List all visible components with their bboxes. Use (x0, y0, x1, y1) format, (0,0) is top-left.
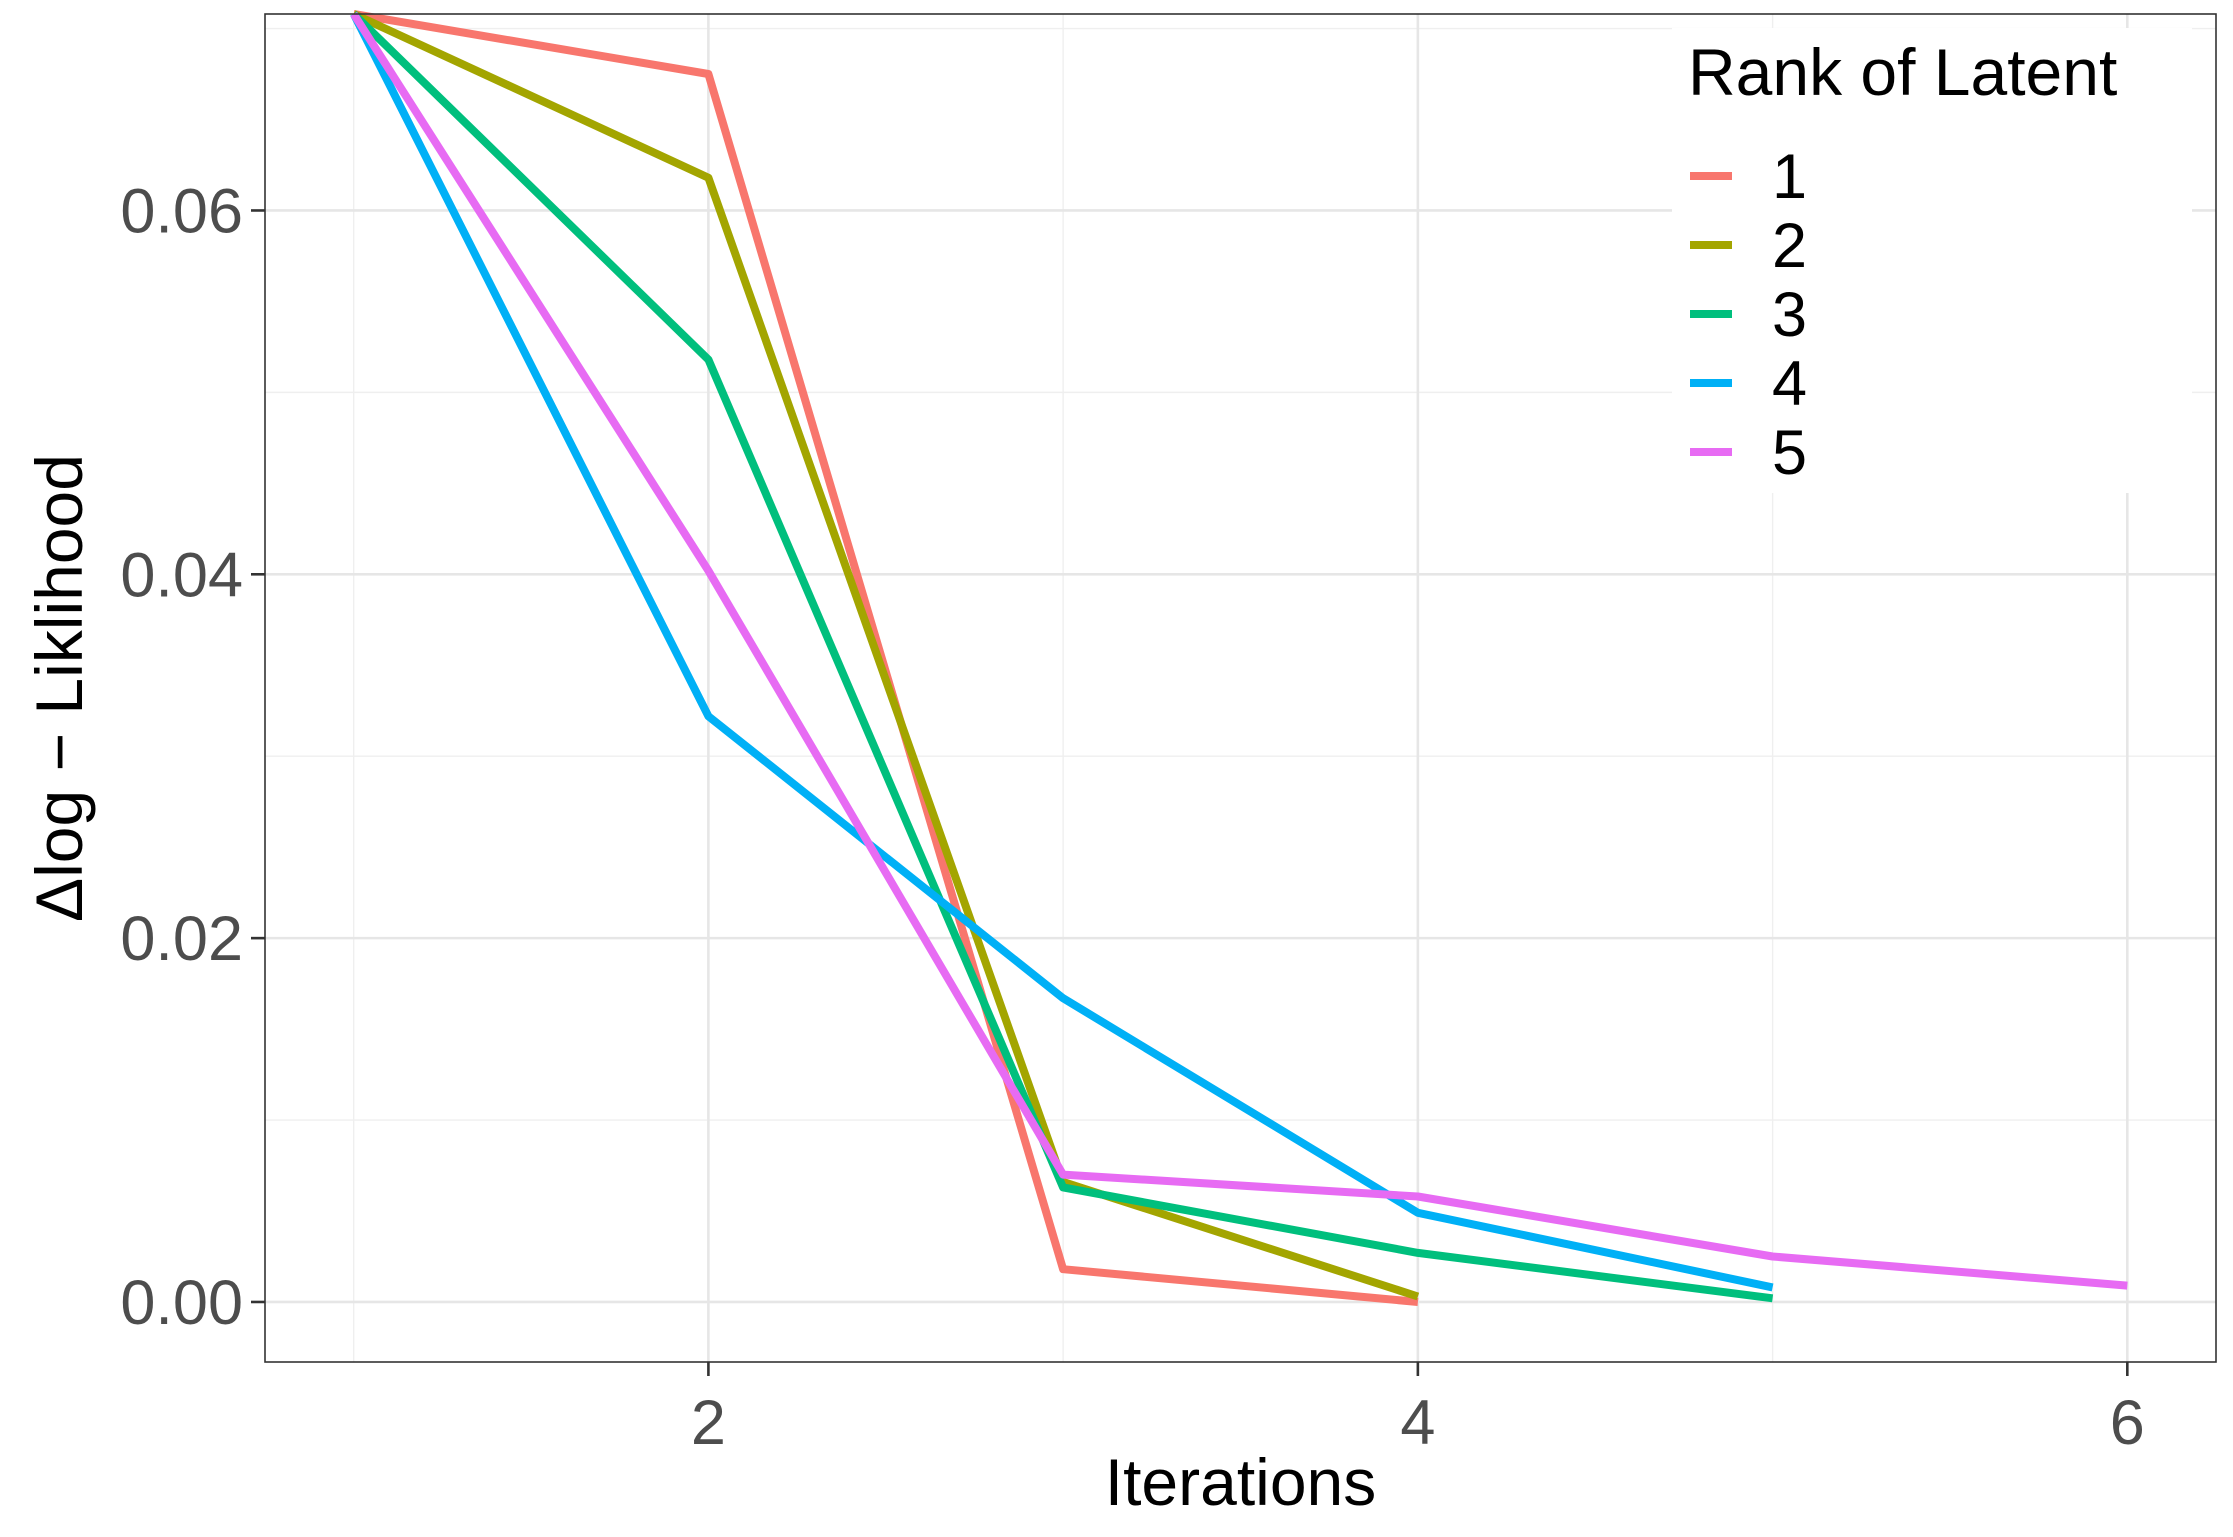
y-tick-label: 0.06 (120, 176, 243, 246)
legend-label-3: 3 (1772, 280, 1807, 350)
y-tick-label: 0.04 (120, 540, 243, 610)
y-tick-label: 0.02 (120, 904, 243, 974)
x-tick-label: 6 (2110, 1388, 2145, 1458)
y-tick-label: 0.00 (120, 1268, 243, 1338)
x-tick-label: 2 (691, 1388, 726, 1458)
legend-title: Rank of Latent (1688, 35, 2117, 109)
axes: 2 4 6 0.00 0.02 0.04 0.06 (120, 176, 2144, 1458)
series-line-5 (350, 11, 2128, 1290)
series-lines (350, 10, 2128, 1306)
legend-label-1: 1 (1772, 142, 1807, 212)
y-axis-title: Δlog − Liklihood (22, 454, 96, 922)
series-line-2 (352, 10, 1420, 1301)
legend-label-4: 4 (1772, 349, 1807, 419)
legend-label-2: 2 (1772, 211, 1807, 281)
x-tick-label: 4 (1400, 1388, 1435, 1458)
series-line-4 (350, 12, 1774, 1292)
series-line-3 (350, 11, 1774, 1303)
legend-label-5: 5 (1772, 418, 1807, 488)
panel-border (264, 13, 2217, 1363)
legend-background (1672, 28, 2192, 493)
x-axis-title: Iterations (1105, 1445, 1376, 1519)
